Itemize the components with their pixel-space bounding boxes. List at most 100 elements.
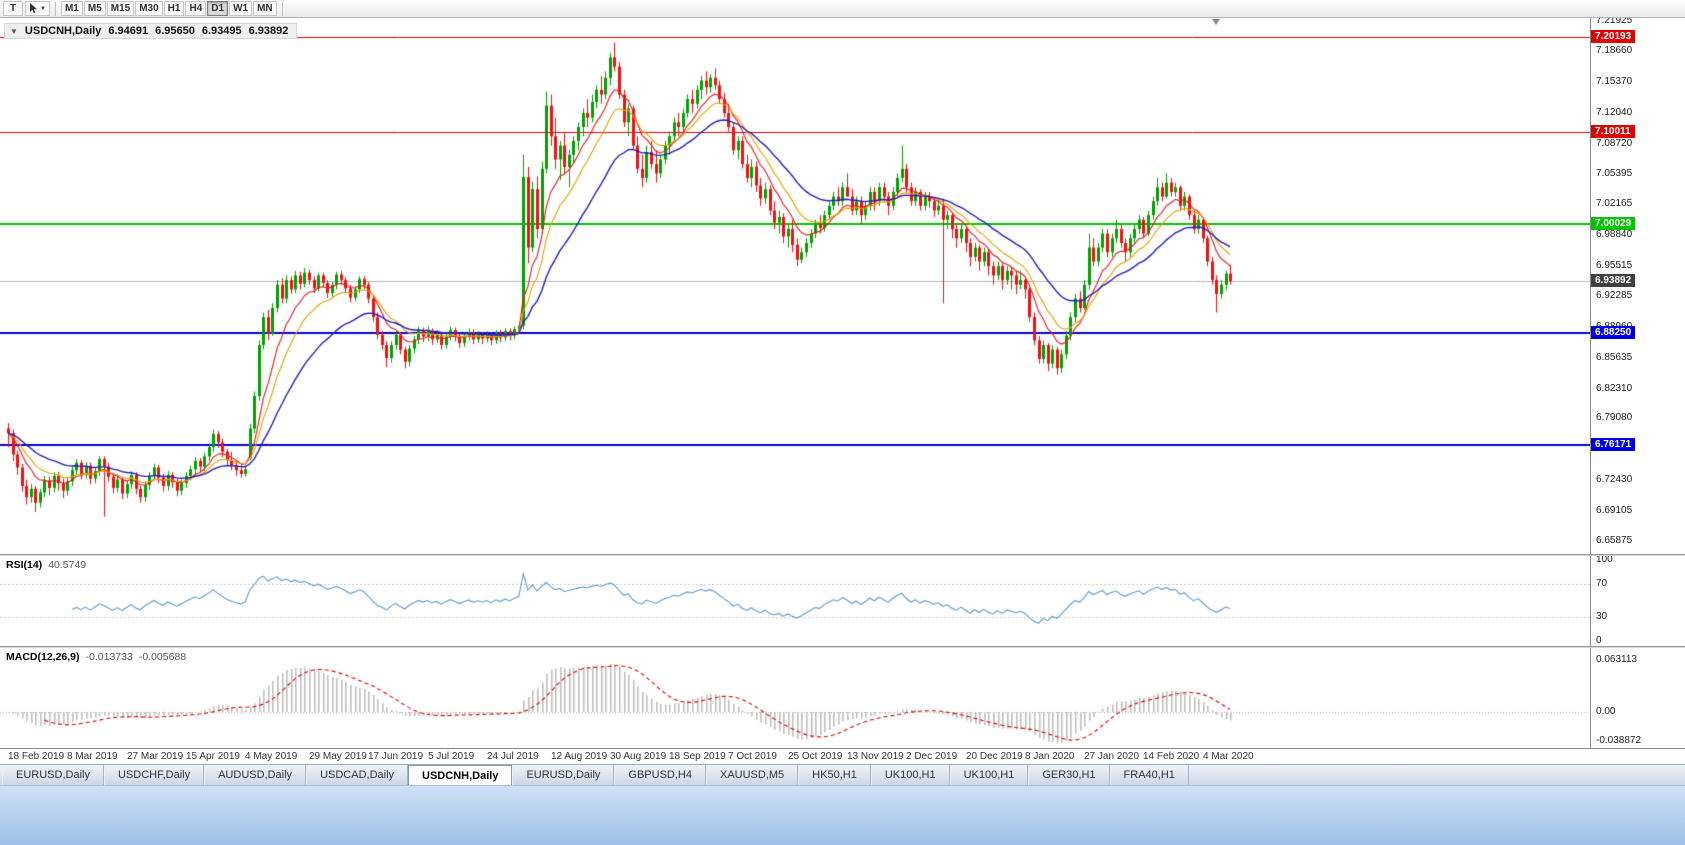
price-axis-label: 6.88960 [1596,321,1632,333]
price-axis[interactable]: 7.21925 7.18660 7.15370 7.12040 7.08720 7.053… [1590,18,1685,554]
symbol-tab[interactable]: USDCHF,Daily [103,765,205,785]
date-label: 27 Mar 2019 [127,751,184,762]
symbol-tab[interactable]: UK100,H1 [870,765,950,785]
timeframe-button-h4[interactable]: H4 [185,1,207,16]
timeframe-button-h1[interactable]: H1 [163,1,185,16]
hline-price-tag: 7.10011 [1591,124,1635,138]
date-label: 13 Nov 2019 [847,751,904,762]
price-axis-label: 7.15370 [1596,75,1633,87]
rsi-label: RSI(14) 40.5749 [6,559,86,571]
hline-price-tag: 7.20193 [1591,30,1636,44]
date-label: 8 Jan 2020 [1025,751,1075,762]
panel-separator[interactable] [0,554,1685,556]
templates-button[interactable]: T [3,1,23,16]
quote-open: 6.94691 [108,25,149,37]
hline-price-tag: 6.88250 [1591,326,1636,340]
rsi-axis-label: 100 [1596,556,1613,565]
date-label: 8 Mar 2019 [67,751,118,762]
rsi-axis-label: 30 [1596,610,1608,622]
price-axis-label: 6.79080 [1596,412,1633,424]
macd-canvas[interactable] [0,648,1590,748]
toolbar-divider [281,1,283,16]
bid-price-tag: 6.93892 [1591,274,1636,288]
symbol-tab[interactable]: HK50,H1 [798,765,871,785]
date-label: 18 Feb 2019 [8,751,65,762]
date-label: 7 Oct 2019 [728,751,777,762]
date-label: 14 Feb 2020 [1143,751,1200,762]
panel-separator[interactable] [0,646,1685,648]
hline-price-tag: 6.76171 [1591,438,1636,452]
price-axis-label: 6.69105 [1596,505,1633,517]
toolbar: T ▼ M1 M5 M15 M30 H1 H4 D1 W1 MN [0,0,1685,18]
main-chart-canvas[interactable] [0,18,1590,554]
symbol-tab[interactable]: GER30,H1 [1028,765,1110,785]
time-axis[interactable]: 18 Feb 2019 8 Mar 2019 27 Mar 2019 15 Apr 2… [0,748,1685,764]
price-axis-label: 6.85635 [1596,351,1633,363]
quote-low: 6.93495 [201,25,242,37]
cursor-icon [29,3,38,14]
timeframe-button-m1[interactable]: M1 [60,1,83,16]
rsi-axis[interactable]: 100 70 30 0 [1590,556,1685,646]
price-axis-label: 6.98840 [1596,229,1633,241]
status-strip [0,785,1685,845]
date-label: 4 Mar 2020 [1203,751,1254,762]
price-axis-label: 6.72430 [1596,474,1633,486]
symbol-tab[interactable]: XAUUSD,M5 [705,765,799,785]
rsi-axis-label: 70 [1596,578,1608,590]
price-axis-label: 6.92285 [1596,289,1633,301]
chart-symbol-label: USDCNH,Daily [24,25,102,37]
main-chart-panel: ▼ USDCNH,Daily 6.94691 6.95650 6.93495 6… [0,18,1685,554]
symbol-tab[interactable]: EURUSD,Daily [2,765,104,785]
date-label: 2 Dec 2019 [906,751,958,762]
symbol-tab[interactable]: FRA40,H1 [1109,765,1189,785]
date-label: 4 May 2019 [245,751,298,762]
macd-panel: MACD(12,26,9) -0.013733 -0.005688 0.0631… [0,648,1685,748]
chart-shift-marker[interactable] [1212,19,1220,25]
date-label: 18 Sep 2019 [669,751,726,762]
date-label: 15 Apr 2019 [186,751,240,762]
date-label: 17 Jun 2019 [368,751,424,762]
symbol-tab[interactable]: UK100,H1 [949,765,1029,785]
price-axis-label: 7.08720 [1596,137,1633,149]
quote-high: 6.95650 [155,25,195,37]
rsi-canvas[interactable] [0,556,1590,646]
timeframe-button-m5[interactable]: M5 [83,1,106,16]
timeframe-button-m15[interactable]: M15 [106,1,135,16]
date-label: 25 Oct 2019 [788,751,843,762]
timeframe-button-m30[interactable]: M30 [135,1,163,16]
price-axis-label: 6.95515 [1596,260,1633,272]
macd-axis-label: 0.00 [1596,705,1616,717]
rsi-panel: RSI(14) 40.5749 100 70 30 0 [0,556,1685,646]
symbol-tab[interactable]: AUDUSD,Daily [204,765,307,785]
collapse-arrow-icon[interactable]: ▼ [10,26,18,36]
timeframe-button-d1[interactable]: D1 [207,1,229,16]
price-axis-label: 7.18660 [1596,45,1633,57]
quote-close: 6.93892 [248,25,289,37]
symbol-tab[interactable]: EURUSD,Daily [512,765,615,785]
symbol-tab[interactable]: USDCNH,Daily [408,765,513,785]
date-label: 30 Aug 2019 [610,751,667,762]
rsi-name: RSI(14) [6,559,43,571]
chart-tabs-bar: EURUSD,Daily USDCHF,Daily AUDUSD,Daily USDC… [0,764,1685,785]
toolbar-divider [54,1,56,16]
pointer-tool-dropdown[interactable]: ▼ [25,1,50,16]
macd-axis-label: 0.063113 [1596,654,1637,665]
hline-price-tag: 7.00029 [1591,217,1636,231]
timeframe-button-w1[interactable]: W1 [229,1,253,16]
timeframe-button-mn[interactable]: MN [253,1,277,16]
price-axis-label: 7.02165 [1596,198,1633,210]
date-label: 24 Jul 2019 [487,751,539,762]
date-label: 27 Jan 2020 [1084,751,1140,762]
date-label: 5 Jul 2019 [428,751,475,762]
symbol-tab[interactable]: GBPUSD,H4 [614,765,706,785]
price-axis-label: 7.05395 [1596,168,1633,180]
date-label: 20 Dec 2019 [966,751,1023,762]
symbol-tab[interactable]: USDCAD,Daily [306,765,409,785]
macd-value-hist: -0.013733 [85,651,133,663]
rsi-axis-label: 0 [1596,635,1602,646]
rsi-value: 40.5749 [48,559,87,571]
macd-axis[interactable]: 0.063113 0.00 -0.038872 [1590,648,1685,748]
date-label: 12 Aug 2019 [551,751,608,762]
price-axis-label: 6.82310 [1596,382,1633,394]
